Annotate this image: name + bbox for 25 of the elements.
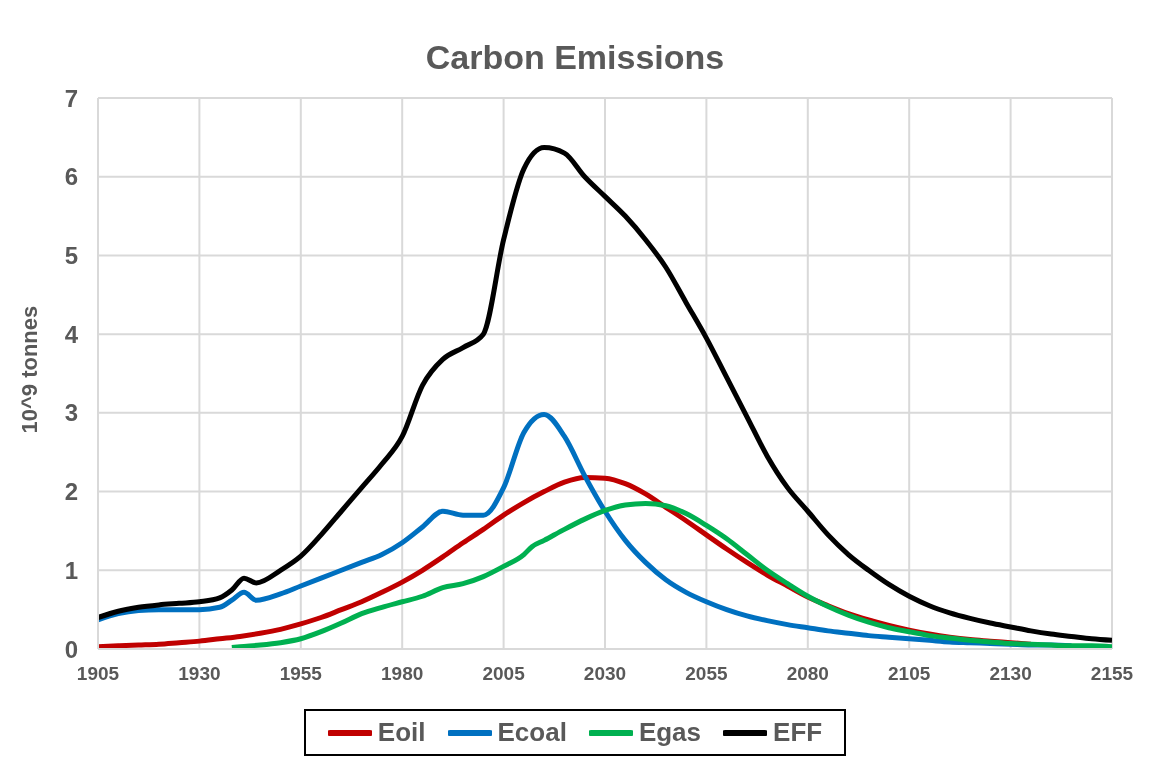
legend-label: Egas (638, 717, 702, 748)
x-tick-label: 1905 (76, 663, 120, 685)
x-tick-label: 2080 (786, 663, 829, 685)
legend-label: EFF (773, 717, 823, 748)
x-tick-label: 1930 (178, 663, 221, 685)
y-tick-label: 7 (64, 84, 78, 112)
legend-label: Ecoal (497, 717, 567, 748)
chart-title: Carbon Emissions (425, 38, 725, 76)
y-tick-label: 5 (64, 241, 78, 269)
y-axis-title: 10^9 tonnes (16, 305, 42, 434)
x-tick-label: 2155 (1090, 663, 1134, 685)
x-tick-label: 2105 (888, 663, 931, 685)
x-tick-label: 2030 (583, 663, 627, 685)
x-tick-label: 1980 (381, 663, 424, 685)
x-tick-label: 2130 (989, 663, 1032, 685)
y-tick-label: 0 (64, 635, 78, 663)
y-tick-label: 2 (64, 478, 78, 506)
y-tick-label: 6 (64, 163, 78, 191)
x-tick-label: 1955 (279, 663, 323, 685)
y-tick-label: 4 (64, 320, 79, 348)
x-tick-label: 2055 (685, 663, 728, 685)
y-tick-label: 3 (64, 399, 78, 427)
legend-label: Eoil (377, 717, 426, 748)
x-tick-label: 2005 (482, 663, 526, 685)
y-tick-label: 1 (64, 556, 78, 584)
